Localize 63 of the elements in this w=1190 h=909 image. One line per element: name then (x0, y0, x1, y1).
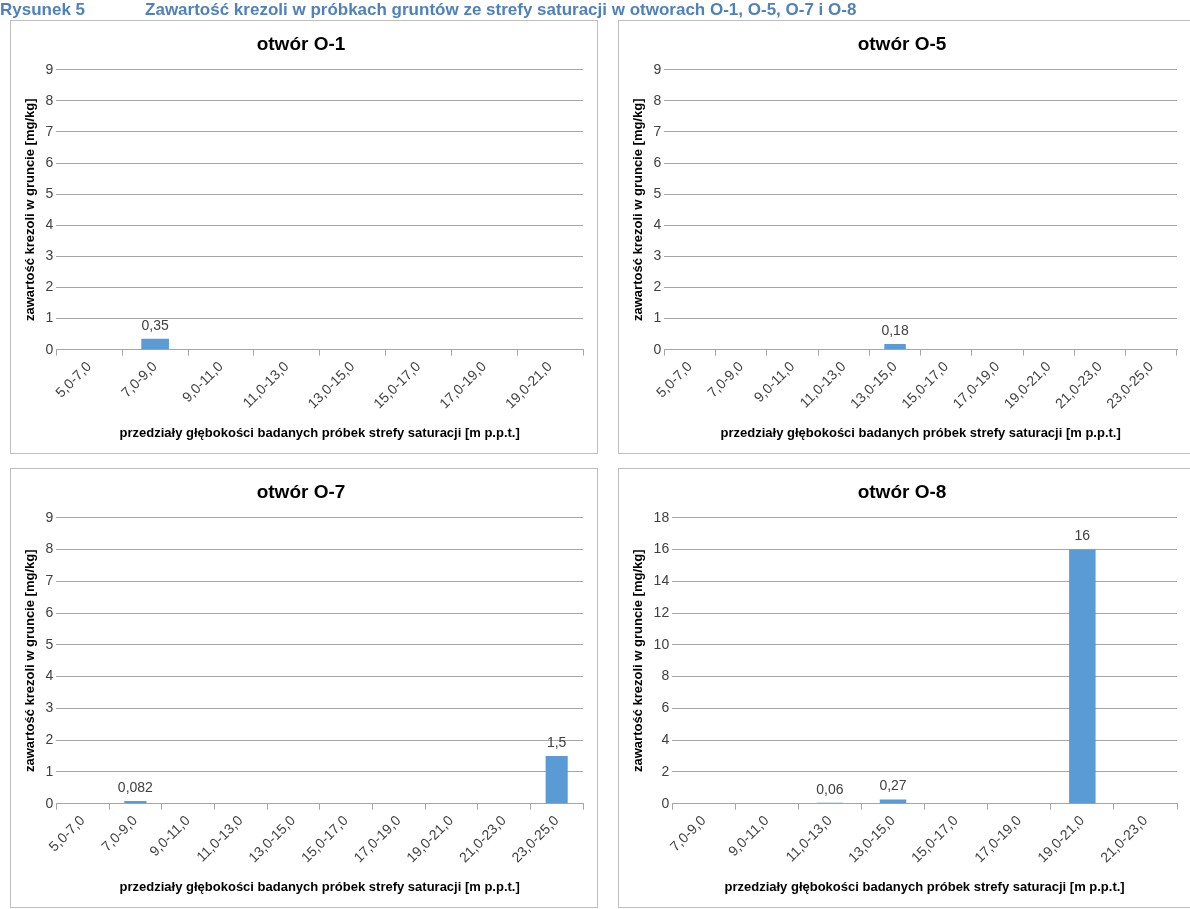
bar (879, 799, 907, 804)
x-axis-title: przedziały głębokości badanych próbek strefy saturacji [m p.p.t.] (720, 424, 1121, 440)
y-tick-label: 5 (653, 185, 662, 202)
data-label: 0,27 (879, 777, 907, 794)
data-label: 0,06 (816, 780, 844, 797)
chart-title: otwór O-5 (857, 32, 947, 54)
y-tick-label: 9 (653, 60, 662, 77)
y-tick-label: 4 (45, 216, 54, 233)
y-axis-title: zawartość krezoli w gruncie [mg/kg] (630, 98, 646, 321)
y-tick-label: 14 (653, 572, 670, 589)
y-tick-label: 8 (45, 540, 54, 557)
y-tick-label: 2 (653, 278, 662, 295)
y-tick-label: 3 (45, 247, 54, 264)
y-tick-label: 1 (45, 309, 54, 326)
y-tick-label: 3 (653, 247, 662, 264)
y-tick-label: 6 (661, 699, 670, 716)
y-tick-label: 8 (45, 91, 54, 108)
y-axis-title: zawartość krezoli w gruncie [mg/kg] (630, 549, 646, 772)
y-tick-label: 0 (45, 340, 54, 357)
y-tick-label: 1 (653, 309, 662, 326)
y-tick-label: 5 (45, 635, 54, 652)
data-label: 16 (1074, 527, 1091, 544)
x-axis-title: przedziały głębokości badanych próbek strefy saturacji [m p.p.t.] (119, 878, 520, 894)
chart-title: otwór O-7 (256, 480, 346, 502)
bar (1069, 549, 1096, 804)
y-tick-label: 4 (661, 731, 670, 748)
y-tick-label: 10 (653, 635, 670, 652)
y-tick-label: 8 (661, 667, 670, 684)
text: Zawartość krezoli w próbkach gruntów ze strefy saturacji w otworach O-1, O-5, O-7 i O-8 (145, 0, 857, 19)
chart-title: otwór O-8 (857, 480, 947, 502)
data-label: 1,5 (546, 733, 567, 750)
y-tick-label: 16 (653, 540, 670, 557)
y-tick-label: 6 (45, 153, 54, 170)
y-tick-label: 6 (653, 153, 662, 170)
x-axis-title: przedziały głębokości badanych próbek strefy saturacji [m p.p.t.] (724, 878, 1125, 894)
y-tick-label: 18 (653, 508, 670, 525)
y-tick-label: 4 (45, 667, 54, 684)
y-tick-label: 7 (653, 122, 662, 139)
y-tick-label: 2 (45, 731, 54, 748)
y-tick-label: 2 (661, 762, 670, 779)
y-tick-label: 8 (653, 91, 662, 108)
text: Rysunek 5 (0, 0, 86, 19)
y-tick-label: 9 (45, 60, 54, 77)
y-tick-label: 0 (661, 794, 670, 811)
y-tick-label: 12 (653, 603, 670, 620)
data-label: 0,082 (117, 778, 154, 795)
y-axis-title: zawartość krezoli w gruncie [mg/kg] (22, 549, 38, 772)
y-tick-label: 1 (45, 762, 54, 779)
y-tick-label: 9 (45, 508, 54, 525)
y-tick-label: 0 (653, 340, 662, 357)
y-tick-label: 5 (45, 185, 54, 202)
data-label: 0,35 (141, 316, 169, 333)
y-tick-label: 0 (45, 794, 54, 811)
y-tick-label: 3 (45, 699, 54, 716)
data-label: 0,18 (881, 321, 909, 338)
chart-title: otwór O-1 (256, 32, 346, 54)
x-axis-title: przedziały głębokości badanych próbek strefy saturacji [m p.p.t.] (119, 424, 520, 440)
y-tick-label: 7 (45, 122, 54, 139)
y-axis-title: zawartość krezoli w gruncie [mg/kg] (22, 98, 38, 321)
y-tick-label: 7 (45, 572, 54, 589)
y-tick-label: 4 (653, 216, 662, 233)
y-tick-label: 2 (45, 278, 54, 295)
y-tick-label: 6 (45, 603, 54, 620)
